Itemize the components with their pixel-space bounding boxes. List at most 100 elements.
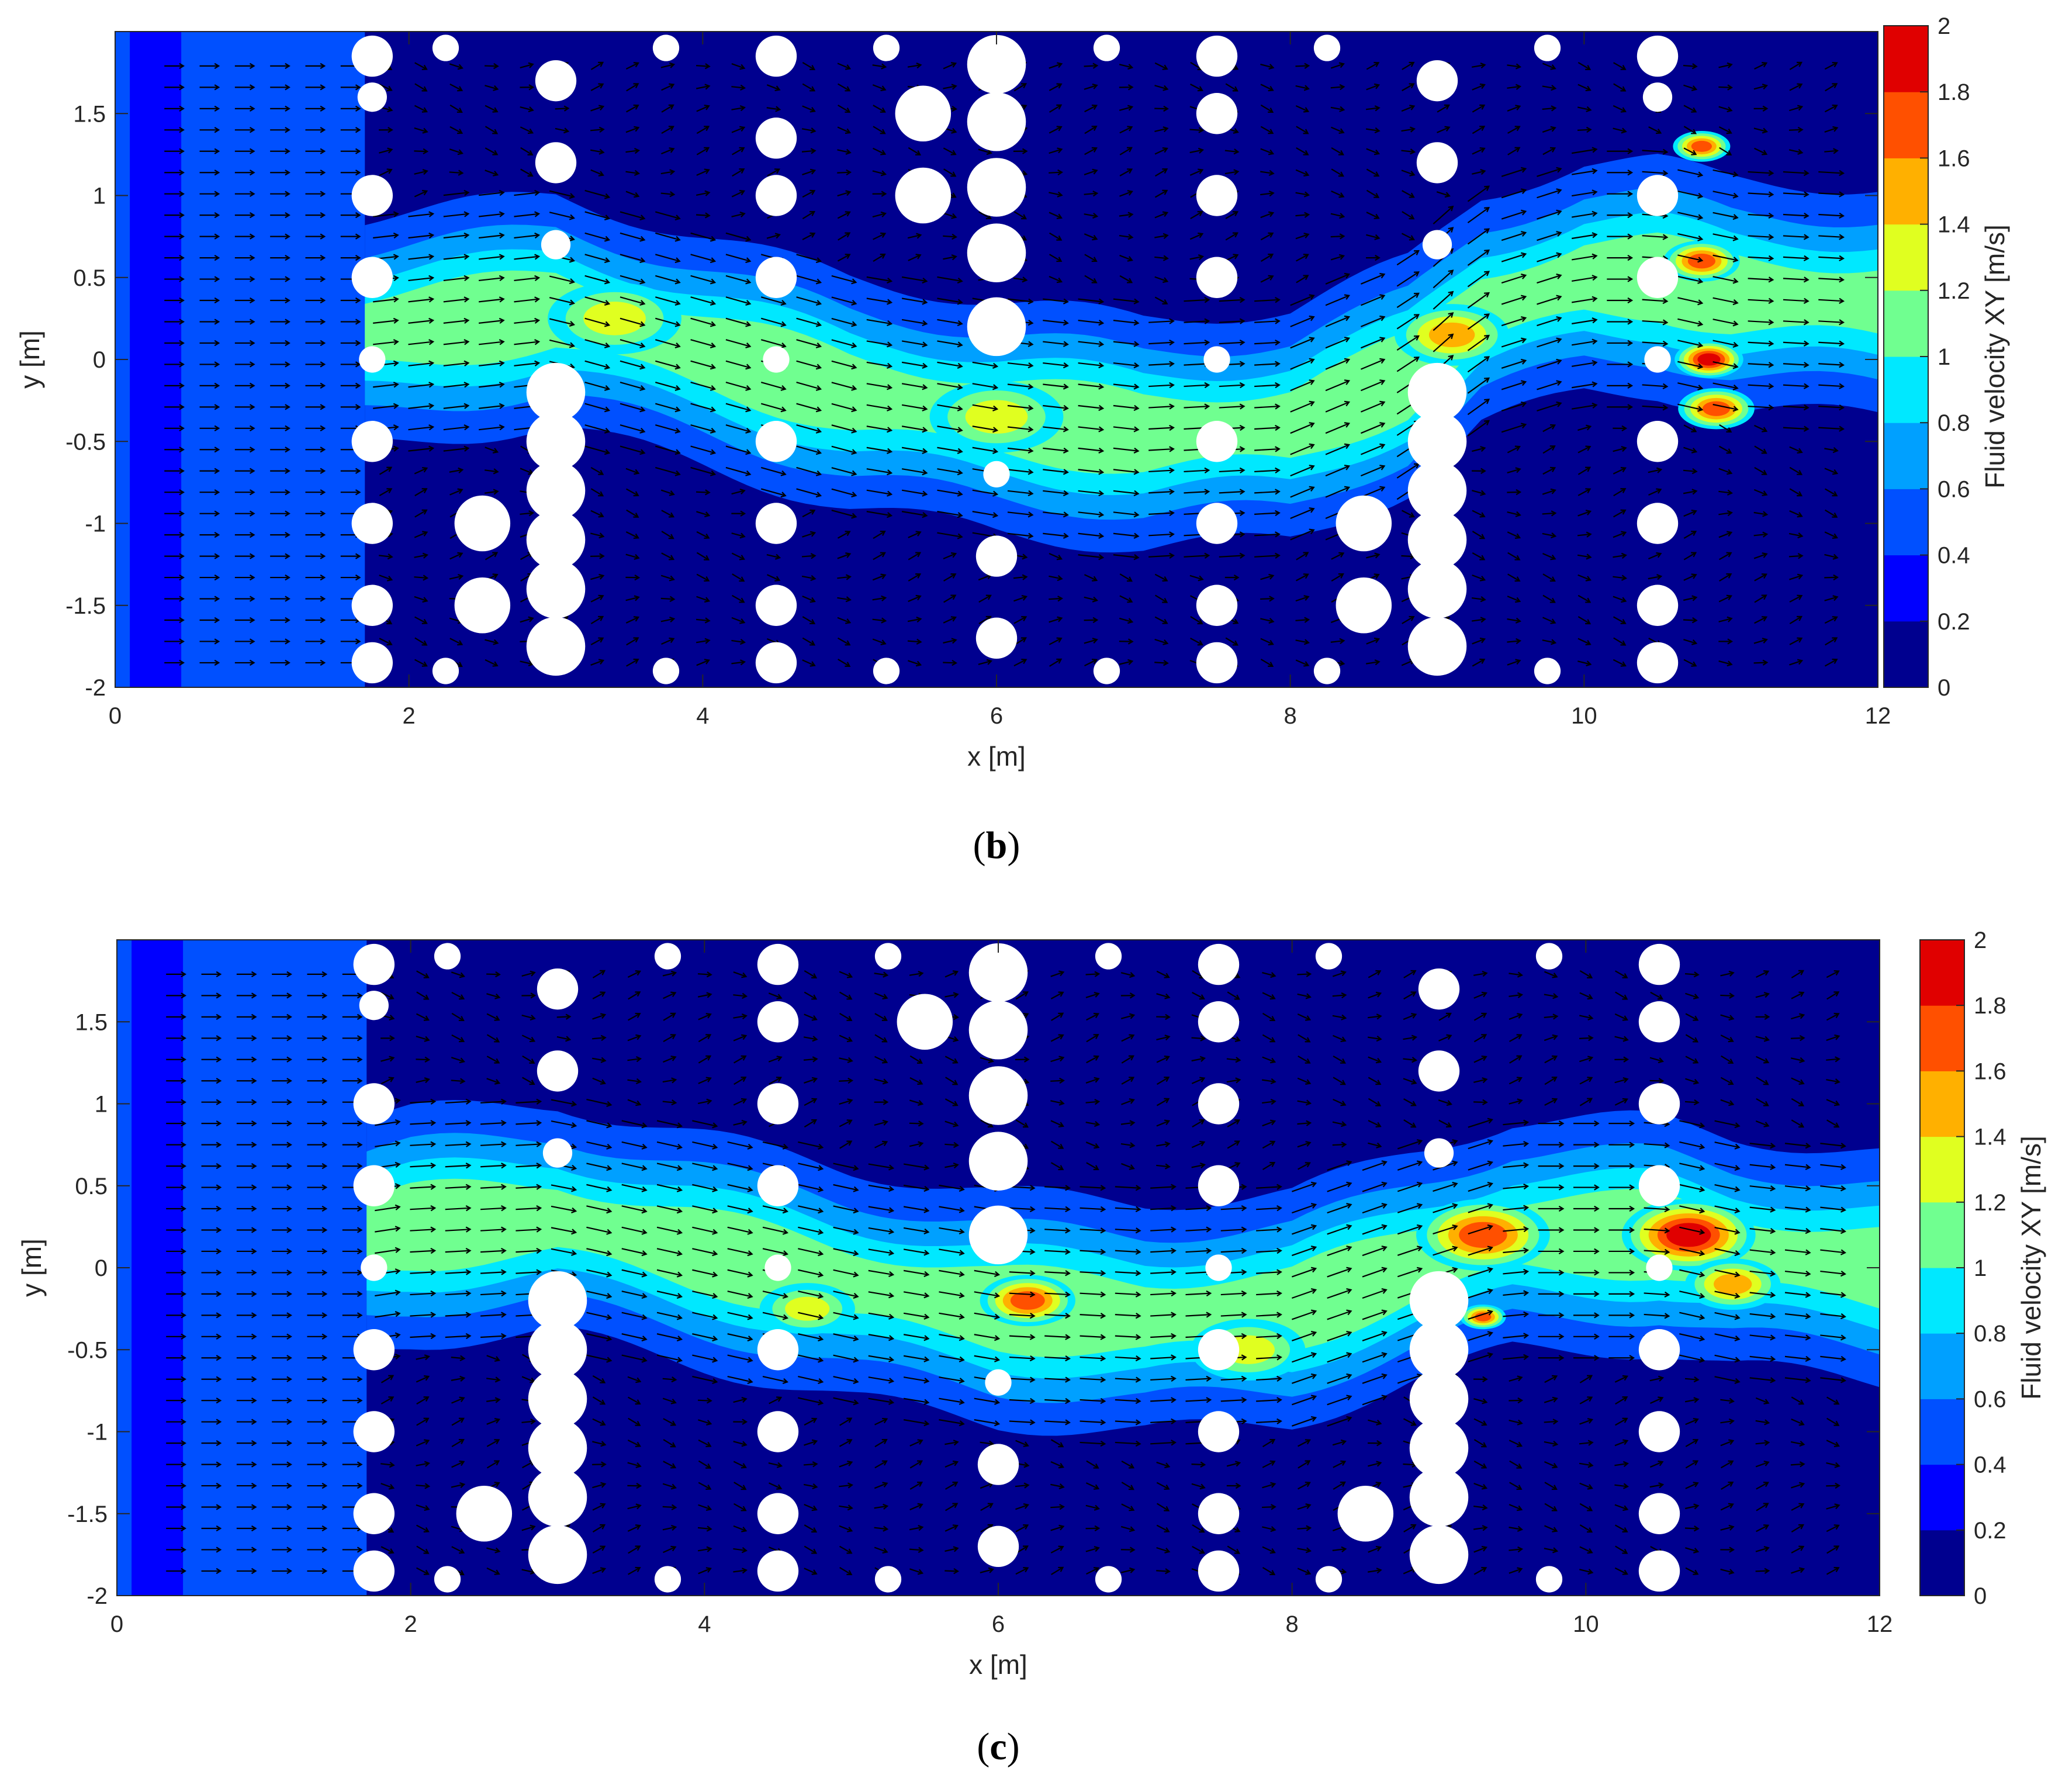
velocity-vector [1330, 236, 1344, 238]
velocity-vector [661, 531, 674, 539]
vector-arrowhead [1839, 169, 1845, 177]
vector-arrowhead [809, 210, 816, 216]
velocity-vector [1084, 213, 1098, 217]
vector-arrowhead [1762, 638, 1768, 644]
velocity-vector [1824, 127, 1838, 133]
vector-arrowhead [1340, 1481, 1346, 1487]
vector-arrowhead [492, 129, 499, 134]
vector-arrowhead [1550, 554, 1556, 561]
vector-arrowhead [1592, 338, 1598, 345]
velocity-vector [1156, 1482, 1170, 1490]
colorbar-band [1884, 92, 1928, 158]
vector-arrowhead [1309, 507, 1315, 513]
velocity-vector [1115, 1207, 1140, 1210]
velocity-vector [1327, 1203, 1351, 1214]
velocity-vector [1613, 659, 1626, 667]
vector-arrowhead [286, 1419, 292, 1425]
vector-arrowhead [285, 617, 290, 624]
velocity-vector [1820, 1313, 1845, 1317]
vector-arrowhead [492, 661, 499, 667]
velocity-vector [1296, 147, 1309, 155]
velocity-vector [1685, 1547, 1698, 1552]
vector-arrowhead [249, 468, 255, 474]
vector-arrowhead [1732, 384, 1739, 390]
vector-arrowhead [1135, 1227, 1141, 1234]
vector-arrowhead [1587, 1440, 1594, 1446]
vector-arrowhead [1834, 1503, 1840, 1510]
velocity-vector [1683, 639, 1697, 644]
vector-arrowhead [465, 1184, 472, 1190]
velocity-vector [872, 638, 886, 645]
velocity-vector [690, 254, 715, 262]
vector-arrowhead [1768, 212, 1774, 219]
vector-arrowhead [1268, 253, 1274, 259]
vector-arrowhead [1234, 1548, 1240, 1554]
vector-arrowhead [286, 1547, 292, 1553]
vector-arrowhead [815, 321, 822, 327]
vector-arrowhead [853, 1208, 859, 1214]
velocity-vector [1190, 84, 1203, 91]
velocity-vector [449, 171, 463, 174]
vector-arrowhead [214, 617, 220, 624]
vector-arrowhead [534, 211, 541, 217]
velocity-vector [1219, 469, 1244, 473]
vector-arrowhead [845, 128, 852, 134]
vector-arrowhead [1798, 1545, 1805, 1551]
vector-arrowhead [1728, 1569, 1735, 1575]
vector-arrowhead [536, 1141, 542, 1147]
velocity-vector [1084, 596, 1098, 601]
velocity-vector [1290, 529, 1314, 541]
vector-arrowhead [1691, 468, 1698, 475]
velocity-vector [1572, 319, 1597, 324]
vector-arrowhead [704, 147, 710, 153]
vector-arrowhead [321, 1184, 328, 1191]
vector-arrowhead [1558, 1312, 1565, 1319]
vector-arrowhead [1693, 1547, 1700, 1554]
vector-arrowhead [1514, 445, 1521, 451]
vector-arrowhead [1413, 292, 1420, 298]
vector-arrowhead [712, 1378, 718, 1385]
vector-arrowhead [1840, 1206, 1846, 1213]
vector-arrowhead [747, 1208, 753, 1214]
velocity-vector [1784, 1292, 1810, 1296]
velocity-vector [909, 1142, 923, 1147]
velocity-vector [663, 1461, 676, 1468]
vector-arrowhead [463, 254, 470, 260]
velocity-vector [1295, 639, 1309, 644]
vector-arrowhead [1558, 1355, 1565, 1361]
vector-arrowhead [1346, 1181, 1352, 1188]
velocity-vector [592, 1568, 606, 1574]
vector-arrowhead [1304, 212, 1310, 218]
vector-arrowhead [1452, 1182, 1458, 1188]
vector-arrowhead [1587, 1527, 1593, 1533]
velocity-vector [379, 466, 392, 475]
vector-arrowhead [1556, 274, 1562, 279]
vector-arrowhead [674, 236, 681, 242]
colorbar-tick-label: 0.2 [1938, 609, 1970, 635]
vector-arrowhead [216, 1482, 222, 1489]
velocity-vector [802, 532, 815, 538]
velocity-vector [590, 659, 604, 666]
velocity-vector [1613, 127, 1626, 133]
vector-arrowhead [1029, 1313, 1036, 1319]
vector-arrowhead [214, 404, 220, 410]
vector-arrowhead [1276, 1312, 1282, 1318]
vector-arrowhead [741, 1568, 748, 1574]
velocity-vector [1009, 1314, 1035, 1317]
vector-arrowhead [459, 1482, 466, 1488]
vector-arrowhead [845, 86, 851, 92]
velocity-vector [1544, 1461, 1557, 1468]
velocity-vector [1154, 573, 1168, 582]
velocity-vector [1044, 1229, 1070, 1231]
vector-arrowhead [1338, 192, 1345, 198]
velocity-vector [1755, 1441, 1769, 1445]
vector-arrowhead [251, 1184, 257, 1191]
vector-arrowhead [739, 147, 745, 153]
velocity-vector [725, 317, 750, 326]
velocity-vector [866, 361, 892, 368]
velocity-vector [1366, 84, 1379, 91]
vector-arrowhead [1135, 1397, 1141, 1404]
velocity-vector [1577, 638, 1591, 645]
y-axis-label: y [m] [15, 330, 45, 389]
vector-arrowhead [1833, 1441, 1840, 1447]
